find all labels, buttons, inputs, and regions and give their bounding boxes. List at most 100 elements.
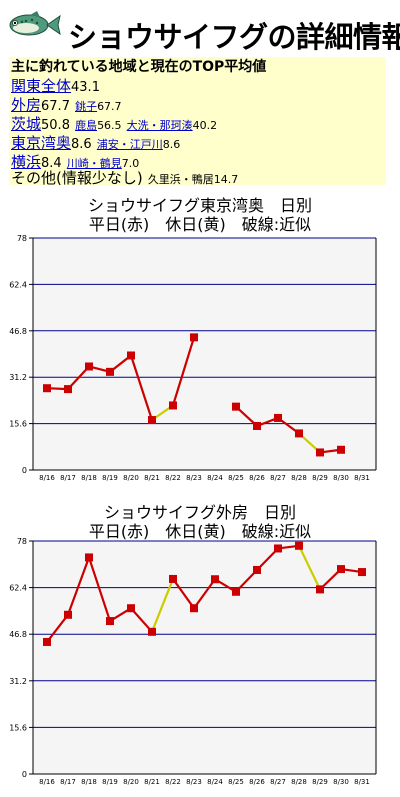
- x-tick-label: 8/29: [312, 474, 328, 482]
- x-tick-label: 8/20: [123, 778, 139, 786]
- summary-box: 主に釣れている地域と現在のTOP平均値 関東全体43.1 外房67.7 銚子67…: [9, 57, 386, 188]
- x-tick-label: 8/30: [333, 474, 349, 482]
- x-tick-label: 8/27: [270, 778, 286, 786]
- chart-sotobo: 0 15.6 31.2 46.8 62.4 78 8/16 8/17 8/18 8/19 8/20 8…: [9, 537, 377, 786]
- subregion-link[interactable]: 大洗・那珂湊: [126, 119, 193, 132]
- x-tick-label: 8/31: [354, 778, 370, 786]
- x-tick-label: 8/19: [102, 778, 118, 786]
- data-point: [232, 587, 240, 596]
- series-segment: [193, 578, 216, 609]
- subregion-link[interactable]: 鹿島: [75, 119, 98, 132]
- subregion-value: 67.7: [97, 100, 122, 113]
- data-point: [253, 565, 261, 574]
- x-tick-label: 8/19: [102, 474, 118, 482]
- y-tick-label: 0: [22, 466, 27, 475]
- region-value: 8.6: [71, 137, 92, 152]
- x-tick-label: 8/24: [207, 474, 223, 482]
- series-segment: [87, 557, 112, 622]
- x-tick-label: 8/26: [249, 778, 265, 786]
- subregion-value: 7.0: [121, 157, 140, 170]
- subregion-link[interactable]: 川崎・鶴見: [66, 157, 122, 170]
- x-tick-label: 8/30: [333, 778, 349, 786]
- x-tick-label: 8/22: [165, 778, 181, 786]
- region-value: 43.1: [71, 80, 100, 95]
- x-tick-label: 8/20: [123, 474, 139, 482]
- chart2-subtitle: 平日(赤) 休日(黄) 破線:近似: [88, 522, 312, 541]
- y-tick-label: 0: [22, 770, 27, 779]
- page-title: ショウサイフグの詳細情報: [68, 20, 400, 54]
- data-point: [232, 402, 240, 411]
- region-value: 8.4: [41, 156, 62, 171]
- data-point: [295, 541, 303, 550]
- region-link[interactable]: 東京湾奥: [11, 134, 72, 152]
- data-point: [85, 553, 93, 562]
- data-point: [316, 448, 324, 457]
- y-tick-label: 62.4: [9, 584, 27, 593]
- y-tick-label: 31.2: [9, 373, 27, 382]
- chart-tokyo-bay: 0 15.6 31.2 46.8 62.4 78 8/16 8/17 8/18 8/19 8/20 8…: [9, 234, 377, 482]
- x-tick-label: 8/23: [186, 778, 202, 786]
- data-point: [274, 544, 282, 553]
- series-segment: [298, 545, 321, 590]
- page-header: ショウサイフグの詳細情報: [0, 0, 400, 56]
- subregion-value: 56.5: [97, 119, 122, 132]
- x-tick-label: 8/28: [291, 778, 307, 786]
- x-tick-label: 8/29: [312, 778, 328, 786]
- data-point: [337, 565, 345, 574]
- x-tick-label: 8/25: [228, 778, 244, 786]
- x-tick-label: 8/17: [60, 474, 76, 482]
- subregion-value: 40.2: [192, 119, 218, 132]
- data-point: [316, 585, 324, 594]
- chart1-subtitle: 平日(赤) 休日(黄) 破線:近似: [88, 215, 312, 234]
- other-detail: 久里浜・鴨居14.7: [147, 173, 239, 186]
- plot-area: [33, 238, 376, 470]
- series-segment: [46, 614, 69, 643]
- subregion-link[interactable]: 浦安・江戸川: [96, 138, 163, 151]
- region-row: 関東全体43.1: [11, 76, 100, 98]
- y-tick-label: 78: [17, 234, 27, 243]
- x-tick-label: 8/21: [144, 474, 160, 482]
- y-tick-label: 31.2: [9, 677, 27, 686]
- region-row: 茨城50.8 鹿島56.5 大洗・那珂湊40.2: [11, 114, 217, 136]
- data-point: [148, 416, 156, 425]
- subregion-link[interactable]: 銚子: [75, 100, 98, 113]
- x-tick-label: 8/23: [186, 474, 202, 482]
- region-link[interactable]: 関東全体: [11, 77, 72, 95]
- chart2-title: ショウサイフグ外房 日別: [103, 503, 296, 522]
- x-tick-label: 8/25: [228, 474, 244, 482]
- data-point: [190, 333, 198, 342]
- region-row: 外房67.7 銚子67.7: [11, 95, 122, 117]
- y-tick-label: 46.8: [9, 630, 27, 639]
- other-label: その他(情報少なし): [11, 169, 143, 187]
- data-point: [43, 637, 51, 646]
- subregion-value: 8.6: [162, 138, 181, 151]
- series-segment: [66, 557, 91, 616]
- y-tick-label: 15.6: [9, 723, 27, 732]
- x-tick-label: 8/16: [39, 474, 55, 482]
- data-point: [337, 445, 345, 454]
- region-value: 50.8: [41, 118, 70, 133]
- x-tick-label: 8/17: [60, 778, 76, 786]
- series-segment: [171, 337, 196, 406]
- data-point: [127, 351, 135, 360]
- region-link[interactable]: 横浜: [11, 153, 42, 171]
- x-tick-label: 8/28: [291, 474, 307, 482]
- x-tick-label: 8/26: [249, 474, 265, 482]
- data-point: [295, 429, 303, 438]
- region-link[interactable]: 茨城: [11, 115, 42, 133]
- other-row: その他(情報少なし) 久里浜・鴨居14.7: [11, 170, 238, 188]
- region-link[interactable]: 外房: [11, 96, 42, 114]
- chart1-title: ショウサイフグ東京湾奥 日別: [87, 196, 312, 215]
- region-value: 67.7: [41, 99, 70, 114]
- data-point: [148, 627, 156, 636]
- y-tick-label: 78: [17, 537, 27, 546]
- x-tick-label: 8/16: [39, 778, 55, 786]
- data-point: [211, 575, 219, 584]
- data-point: [106, 617, 114, 626]
- series-segment: [150, 578, 175, 633]
- x-tick-label: 8/22: [165, 474, 181, 482]
- series-segment: [129, 355, 154, 421]
- data-point: [127, 604, 135, 613]
- x-tick-label: 8/18: [81, 778, 97, 786]
- data-point: [169, 401, 177, 410]
